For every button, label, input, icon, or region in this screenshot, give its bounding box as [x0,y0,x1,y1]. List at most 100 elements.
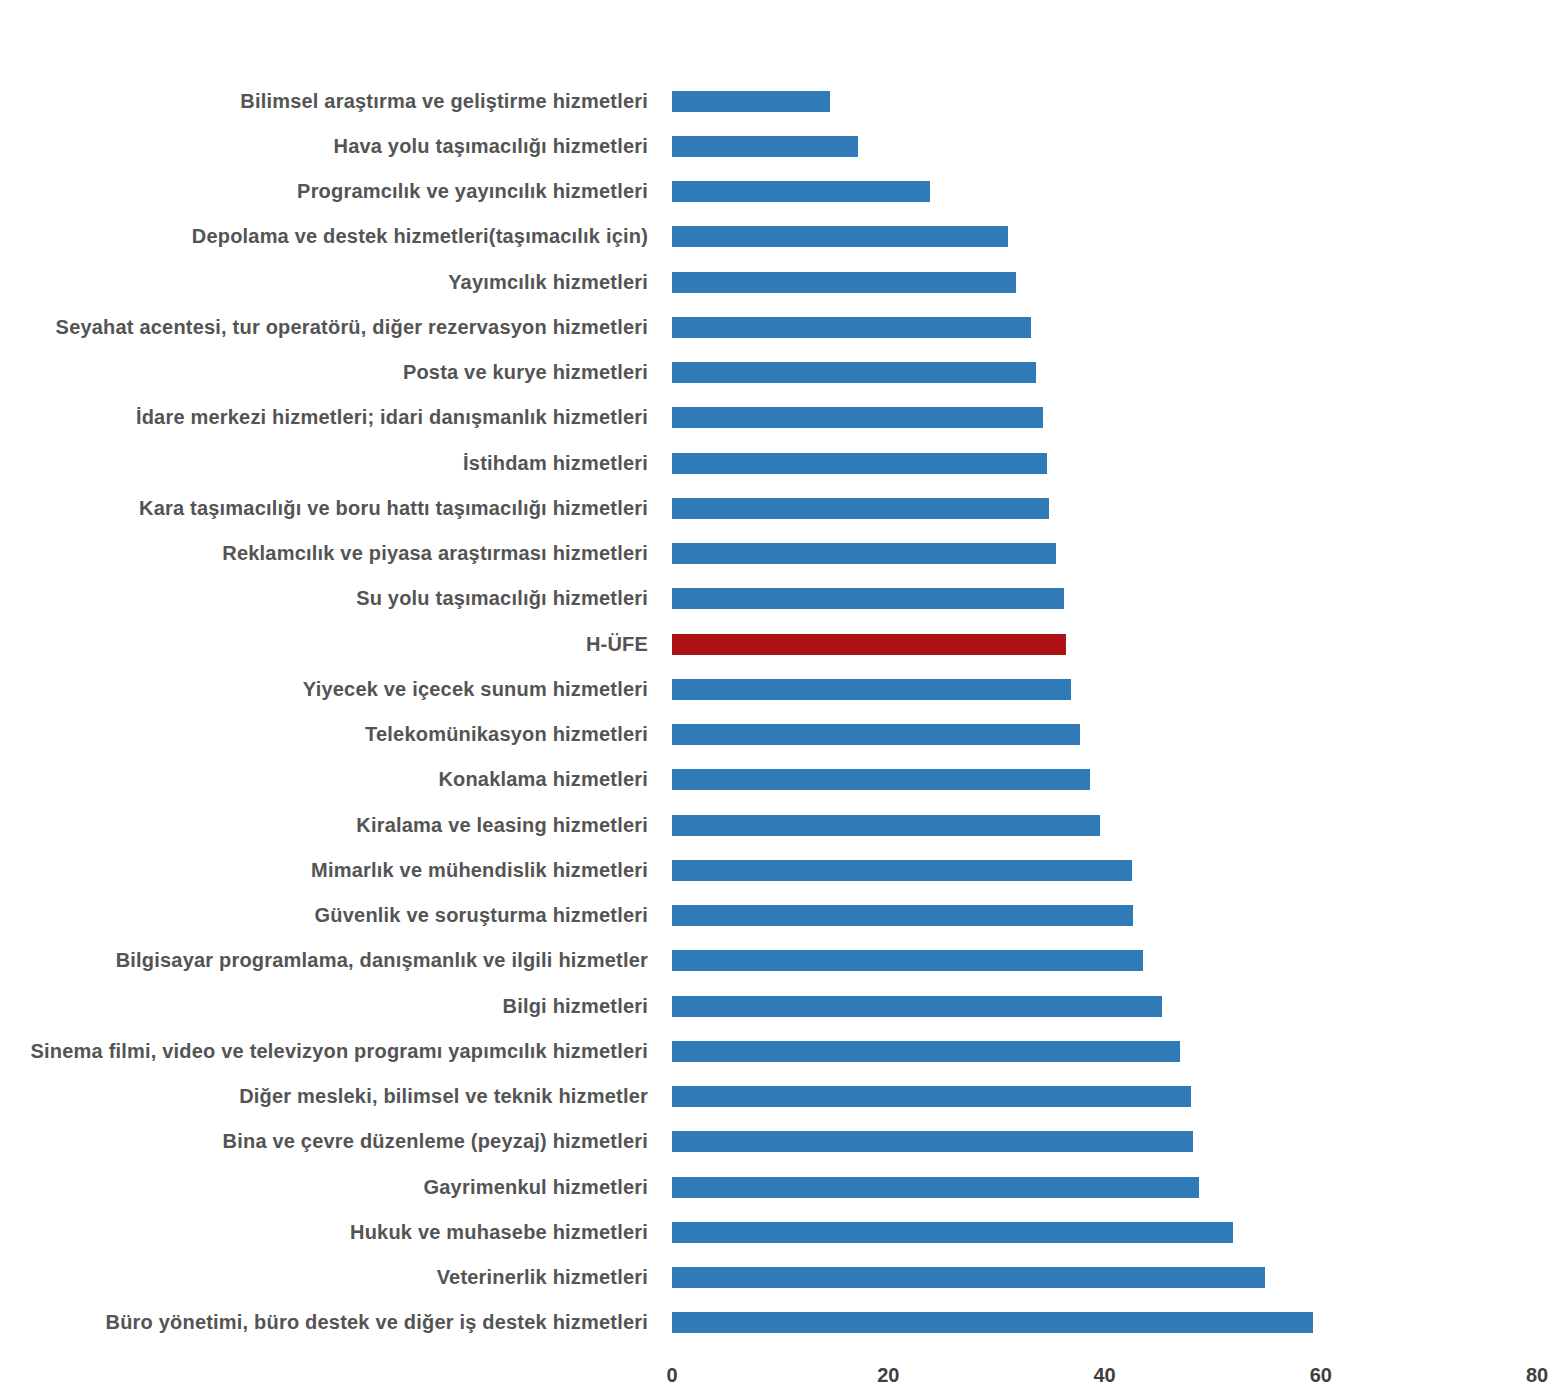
chart-row: Veterinerlik hizmetleri [0,1255,1556,1300]
bar [672,724,1080,745]
chart-row: Mimarlık ve mühendislik hizmetleri [0,848,1556,893]
bar-area [672,1074,1537,1119]
category-label: Kiralama ve leasing hizmetleri [0,814,648,837]
bar-area [672,395,1537,440]
chart-row: Posta ve kurye hizmetleri [0,350,1556,395]
bar-area [672,260,1537,305]
chart-row: Hava yolu taşımacılığı hizmetleri [0,124,1556,169]
bar [672,996,1162,1017]
bar-area [672,757,1537,802]
bar-area [672,305,1537,350]
bar-area [672,1029,1537,1074]
category-label: Bilimsel araştırma ve geliştirme hizmetl… [0,90,648,113]
bar [672,769,1090,790]
bar [672,498,1049,519]
bar-area [672,350,1537,395]
bar [672,181,930,202]
chart-row: İstihdam hizmetleri [0,441,1556,486]
chart-rows: Bilimsel araştırma ve geliştirme hizmetl… [0,79,1556,1346]
bar [672,1041,1180,1062]
chart-row: Konaklama hizmetleri [0,757,1556,802]
category-label: Sinema filmi, video ve televizyon progra… [0,1040,648,1063]
chart-row: Bilimsel araştırma ve geliştirme hizmetl… [0,79,1556,124]
bar-area [672,622,1537,667]
category-label: İdare merkezi hizmetleri; idari danışman… [0,406,648,429]
category-label: Veterinerlik hizmetleri [0,1266,648,1289]
bar-highlight [672,634,1066,655]
chart-row: Büro yönetimi, büro destek ve diğer iş d… [0,1300,1556,1345]
x-tick-label: 20 [877,1364,899,1387]
chart-row: Güvenlik ve soruşturma hizmetleri [0,893,1556,938]
bar-area [672,441,1537,486]
bar [672,407,1043,428]
bar [672,362,1036,383]
bar-area [672,486,1537,531]
bar-area [672,1119,1537,1164]
bar-area [672,848,1537,893]
category-label: Mimarlık ve mühendislik hizmetleri [0,859,648,882]
category-label: Bilgi hizmetleri [0,995,648,1018]
chart-row: Telekomünikasyon hizmetleri [0,712,1556,757]
chart-row: H-ÜFE [0,622,1556,667]
category-label: Güvenlik ve soruşturma hizmetleri [0,904,648,927]
category-label: Yiyecek ve içecek sunum hizmetleri [0,678,648,701]
x-tick-label: 0 [666,1364,677,1387]
chart-row: Bilgi hizmetleri [0,984,1556,1029]
category-label: İstihdam hizmetleri [0,452,648,475]
bar-area [672,893,1537,938]
category-label: Yayımcılık hizmetleri [0,271,648,294]
chart-row: Sinema filmi, video ve televizyon progra… [0,1029,1556,1074]
chart-row: Yayımcılık hizmetleri [0,260,1556,305]
chart-row: Bina ve çevre düzenleme (peyzaj) hizmetl… [0,1119,1556,1164]
chart-row: Yiyecek ve içecek sunum hizmetleri [0,667,1556,712]
bar [672,543,1056,564]
bar [672,1177,1199,1198]
chart-row: Hukuk ve muhasebe hizmetleri [0,1210,1556,1255]
bar [672,272,1016,293]
bar-area [672,576,1537,621]
category-label: H-ÜFE [0,633,648,656]
category-label: Hukuk ve muhasebe hizmetleri [0,1221,648,1244]
bar-chart: Bilimsel araştırma ve geliştirme hizmetl… [0,0,1556,1400]
bar-area [672,1300,1537,1345]
bar-area [672,1210,1537,1255]
category-label: Gayrimenkul hizmetleri [0,1176,648,1199]
x-axis: 020406080 [672,1364,1537,1394]
bar-area [672,214,1537,259]
bar-area [672,712,1537,757]
bar [672,905,1133,926]
bar [672,950,1143,971]
bar-area [672,1255,1537,1300]
bar-area [672,984,1537,1029]
bar-area [672,667,1537,712]
bar [672,453,1047,474]
bar-area [672,938,1537,983]
bar [672,317,1031,338]
bar [672,860,1132,881]
bar-area [672,531,1537,576]
category-label: Depolama ve destek hizmetleri(taşımacılı… [0,225,648,248]
category-label: Reklamcılık ve piyasa araştırması hizmet… [0,542,648,565]
chart-row: Gayrimenkul hizmetleri [0,1165,1556,1210]
category-label: Posta ve kurye hizmetleri [0,361,648,384]
category-label: Telekomünikasyon hizmetleri [0,723,648,746]
bar-area [672,79,1537,124]
bar-area [672,169,1537,214]
chart-row: Reklamcılık ve piyasa araştırması hizmet… [0,531,1556,576]
chart-row: Seyahat acentesi, tur operatörü, diğer r… [0,305,1556,350]
chart-row: Bilgisayar programlama, danışmanlık ve i… [0,938,1556,983]
chart-row: Kiralama ve leasing hizmetleri [0,803,1556,848]
chart-row: İdare merkezi hizmetleri; idari danışman… [0,395,1556,440]
bar [672,91,830,112]
bar [672,1086,1191,1107]
bar-area [672,124,1537,169]
x-tick-label: 80 [1526,1364,1548,1387]
category-label: Kara taşımacılığı ve boru hattı taşımacı… [0,497,648,520]
category-label: Konaklama hizmetleri [0,768,648,791]
bar [672,588,1064,609]
bar [672,815,1100,836]
bar [672,1312,1313,1333]
chart-row: Programcılık ve yayıncılık hizmetleri [0,169,1556,214]
chart-row: Su yolu taşımacılığı hizmetleri [0,576,1556,621]
bar [672,226,1008,247]
